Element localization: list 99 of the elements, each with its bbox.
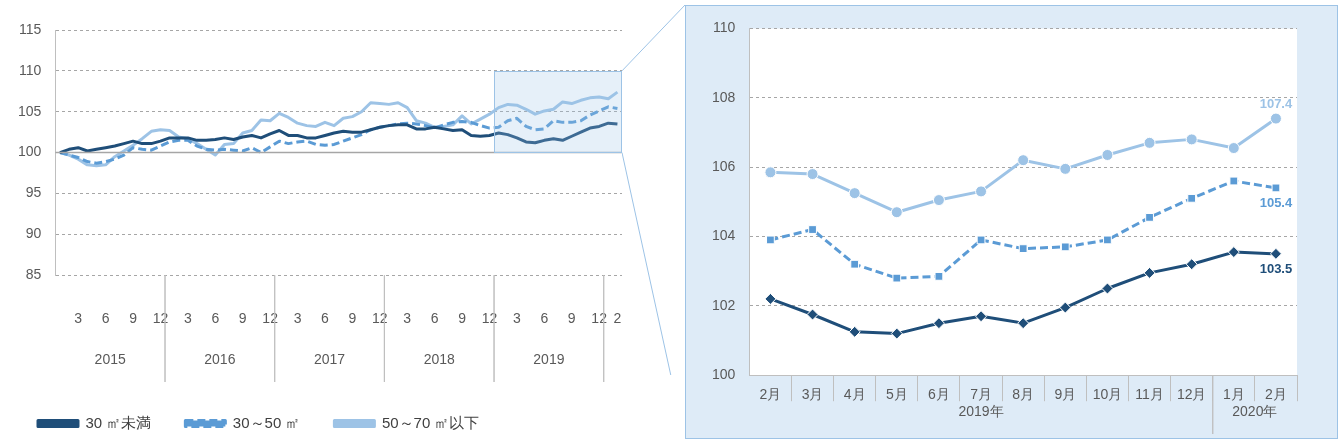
text: 2017 [313,350,346,367]
point [976,235,986,245]
x-tick-label: 11月 [1135,386,1164,403]
data-label: 105.4 [1259,195,1293,211]
x-tick-label: 3 [513,310,521,327]
x-tick-label: 12月 [1176,386,1207,403]
y-tick-label: 102 [712,296,736,313]
point [1059,301,1072,314]
x-tick-label: 2月 [759,386,782,403]
point [1227,142,1240,155]
x-tick-label: 12 [152,310,169,327]
x-tick-label: 9 [129,310,138,327]
x-tick-label: 10月 [1092,386,1123,403]
x-tick-label: 6 [321,310,330,327]
x-tick-label: 4月 [843,386,866,403]
x-tick-label: 3 [183,310,192,327]
point [1185,133,1198,146]
y-tick-label: 104 [712,227,736,244]
y-tick-label: 95 [25,184,42,201]
point [1269,247,1282,260]
text: 2015 [94,350,126,367]
point [1229,176,1239,186]
y-tick-label: 110 [713,19,736,36]
point [1145,213,1154,222]
point [848,187,861,200]
y-tick-label: 105 [18,102,42,119]
data-label: 107.4 [1259,95,1293,111]
y-tick-label: 106 [712,157,736,174]
point [890,327,903,340]
point [1101,148,1114,161]
legend-label: 50～70 ㎡以下 [381,413,480,431]
x-tick-label: 9 [458,310,467,327]
point [1185,258,1198,271]
x-tick-label: 3月 [801,386,824,403]
x-tick-label: 9 [348,310,357,327]
point [806,168,819,181]
text: 2018 [423,350,455,367]
y-tick-label: 115 [19,20,42,37]
x-tick-label: 12 [481,310,498,327]
x-tick-label: 12 [591,310,608,327]
x-tick-label: 6 [211,310,220,327]
data-label: 103.5 [1259,260,1293,276]
point [764,166,777,179]
point [892,273,902,283]
y-tick-label: 85 [25,266,42,283]
x-tick-label: 9 [567,310,576,327]
x-tick-label: 6 [430,310,439,327]
x-tick-label: 2月 [1265,386,1287,403]
point [766,235,775,245]
x-tick-label: 9月 [1054,386,1077,403]
x-tick-label: 7月 [970,386,992,403]
point [934,271,944,281]
text: 2019年 [958,402,1004,419]
point [1017,317,1030,330]
legend-label: 30 ㎡未満 [85,413,152,431]
x-tick-label: 2 [613,310,622,327]
legend-label: 30～50 ㎡ [232,413,301,431]
point [1143,136,1156,149]
x-tick-label: 6 [540,310,549,327]
x-tick-label: 9 [238,310,247,327]
x-tick-label: 6 [101,310,110,327]
x-tick-label: 8月 [1012,386,1035,403]
point [1103,235,1112,245]
point [1101,282,1114,295]
y-tick-label: 110 [19,61,42,78]
point [1017,154,1030,167]
x-tick-label: 12 [262,310,279,327]
text: 2016 [204,350,236,367]
point [932,194,945,207]
text: 2020年 [1232,402,1278,419]
point [1187,193,1197,203]
text: 2019 [533,350,565,367]
y-tick-label: 90 [25,225,42,242]
point [764,292,777,305]
point [850,259,860,269]
x-tick-label: 3 [74,310,83,327]
x-tick-label: 1月 [1222,386,1245,403]
point [975,310,988,323]
point [1018,244,1028,254]
y-tick-label: 108 [712,88,736,105]
y-tick-label: 100 [18,143,42,160]
y-tick-label: 100 [712,366,736,383]
x-tick-label: 6月 [928,386,950,403]
point [975,185,988,198]
point [932,317,945,330]
point [890,206,903,219]
point [1271,183,1281,193]
point [1227,246,1240,259]
point [808,225,817,234]
line-series [58,105,619,165]
x-tick-label: 3 [293,310,302,327]
point [1059,162,1072,175]
point [1143,266,1156,279]
point [848,325,861,338]
x-tick-label: 5月 [885,386,908,403]
point [1060,242,1070,252]
point [806,308,819,321]
x-tick-label: 3 [403,310,412,327]
point [1269,112,1282,125]
